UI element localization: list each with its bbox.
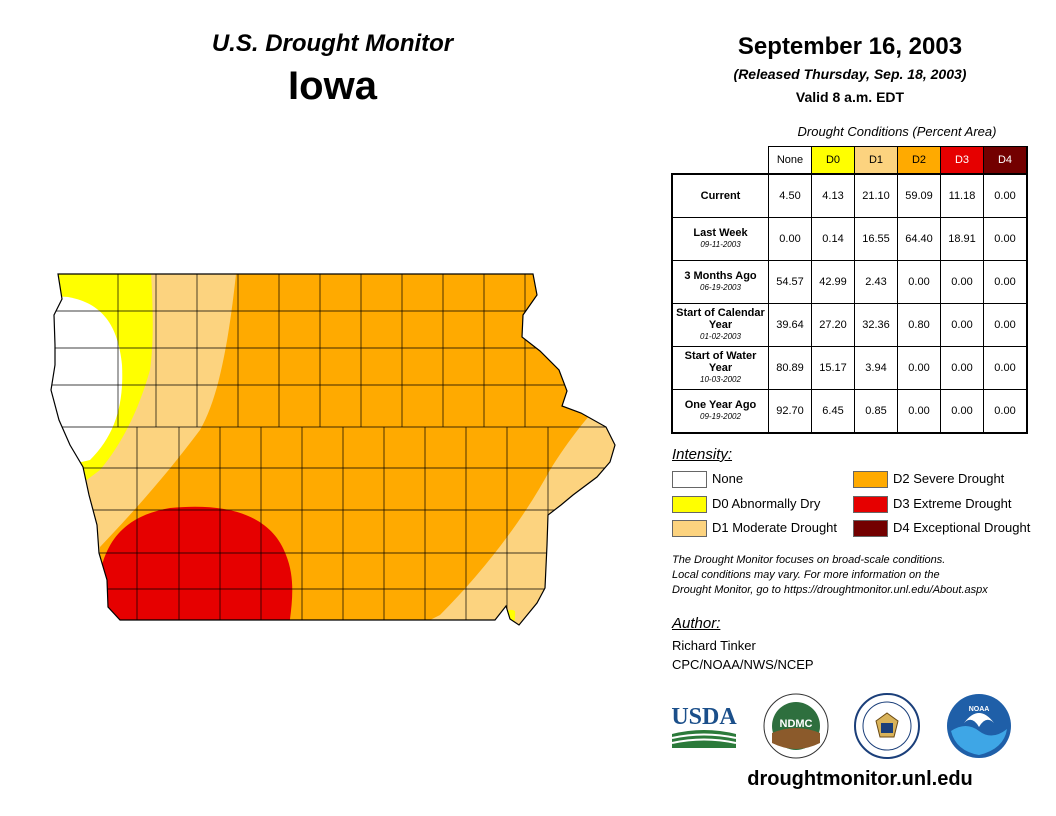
table-cell: 0.00 [983,346,1028,390]
note-line: The Drought Monitor focuses on broad-sca… [672,554,946,566]
table-cell: 0.00 [940,346,984,390]
row-label: 3 Months Ago 06-19-2003 [671,260,769,304]
drought-stats-table: None D0 D1 D2 D3 D4 Current 4.50 4.13 21… [671,146,1028,434]
table-cell: 0.00 [983,173,1028,218]
release-date: (Released Thursday, Sep. 18, 2003) [733,66,967,82]
table-cell: 0.00 [940,303,984,347]
disclaimer-note: The Drought Monitor focuses on broad-sca… [672,553,1042,598]
table-cell: 3.94 [854,346,898,390]
col-header-d2: D2 [897,146,941,175]
table-cell: 16.55 [854,217,898,261]
col-header-d4: D4 [983,146,1028,175]
table-cell: 11.18 [940,173,984,218]
table-cell: 4.13 [811,173,855,218]
legend-swatch [672,520,707,538]
legend-swatch [672,496,707,514]
table-row-last-week: Last Week 09-11-2003 0.00 0.14 16.55 64.4… [671,217,1028,261]
row-label: Start of Calendar Year 01-02-2003 [671,303,769,347]
author-org: CPC/NOAA/NWS/NCEP [672,657,814,672]
legend-title: Intensity: [672,446,733,463]
col-header-d3: D3 [940,146,984,175]
iowa-drought-map [50,273,616,626]
legend-swatch [853,496,888,514]
table-cell: 0.85 [854,389,898,434]
table-row-one-year-ago: One Year Ago 09-19-2002 92.70 6.45 0.85 0… [671,389,1028,434]
drought-zones [51,274,615,625]
row-label: One Year Ago 09-19-2002 [671,389,769,434]
table-cell: 59.09 [897,173,941,218]
note-line: Local conditions may vary. For more info… [672,569,940,581]
row-label: Last Week 09-11-2003 [671,217,769,261]
zone-d3 [80,506,293,625]
table-row-current: Current 4.50 4.13 21.10 59.09 11.18 0.00 [671,173,1028,218]
ndmc-logo[interactable]: NDMC [763,693,829,759]
noaa-logo-text: NOAA [969,706,990,713]
table-cell: 32.36 [854,303,898,347]
header-blank [672,147,769,175]
table-cell: 0.00 [940,260,984,304]
usda-logo-text: USDA [671,704,737,730]
note-line[interactable]: Drought Monitor, go to https://droughtmo… [672,584,988,596]
ndmc-logo-text: NDMC [780,718,813,730]
legend-item-d0: D0 Abnormally Dry [672,495,820,514]
table-cell: 27.20 [811,303,855,347]
legend-item-d4: D4 Exceptional Drought [853,519,1030,538]
website-link[interactable]: droughtmonitor.unl.edu [747,768,973,790]
table-cell: 15.17 [811,346,855,390]
legend-item-d1: D1 Moderate Drought [672,519,837,538]
table-cell: 42.99 [811,260,855,304]
valid-time: Valid 8 a.m. EDT [795,89,905,105]
table-cell: 0.00 [940,389,984,434]
col-header-d0: D0 [811,146,855,175]
table-cell: 0.00 [983,260,1028,304]
table-cell: 21.10 [854,173,898,218]
table-cell: 0.00 [897,260,941,304]
col-header-d1: D1 [854,146,898,175]
doc-seal-logo[interactable] [854,693,920,759]
table-cell: 39.64 [768,303,812,347]
noaa-logo[interactable]: NOAA [946,693,1012,759]
table-cell: 0.00 [897,389,941,434]
table-cell: 54.57 [768,260,812,304]
legend-item-d2: D2 Severe Drought [853,470,1004,489]
table-cell: 64.40 [897,217,941,261]
table-cell: 92.70 [768,389,812,434]
legend-item-d3: D3 Extreme Drought [853,495,1012,514]
legend-swatch [853,520,888,538]
row-label: Start of Water Year 10-03-2002 [671,346,769,390]
col-header-none: None [768,146,812,175]
table-cell: 0.00 [897,346,941,390]
table-cell: 0.00 [768,217,812,261]
usda-logo[interactable]: USDA [670,700,738,750]
row-label: Current [671,173,769,218]
table-cell: 18.91 [940,217,984,261]
table-cell: 0.14 [811,217,855,261]
legend-swatch [672,471,707,489]
table-row-start-water-year: Start of Water Year 10-03-2002 80.89 15.1… [671,346,1028,390]
table-row-3-months-ago: 3 Months Ago 06-19-2003 54.57 42.99 2.43 … [671,260,1028,304]
table-cell: 0.00 [983,217,1028,261]
table-cell: 0.80 [897,303,941,347]
table-cell: 0.00 [983,303,1028,347]
table-cell: 2.43 [854,260,898,304]
legend-item-none: None [672,470,743,489]
state-name: Iowa [288,64,377,108]
table-cell: 6.45 [811,389,855,434]
table-row-start-calendar-year: Start of Calendar Year 01-02-2003 39.64 2… [671,303,1028,347]
author-name: Richard Tinker [672,638,756,653]
table-cell: 0.00 [983,389,1028,434]
legend-swatch [853,471,888,489]
table-cell: 80.89 [768,346,812,390]
map-date: September 16, 2003 [737,33,963,60]
author-heading: Author: [672,615,721,632]
map-title: U.S. Drought Monitor [211,30,454,57]
table-header-row: None D0 D1 D2 D3 D4 [672,146,1028,175]
table-cell: 4.50 [768,173,812,218]
table-caption: Drought Conditions (Percent Area) [797,124,997,139]
